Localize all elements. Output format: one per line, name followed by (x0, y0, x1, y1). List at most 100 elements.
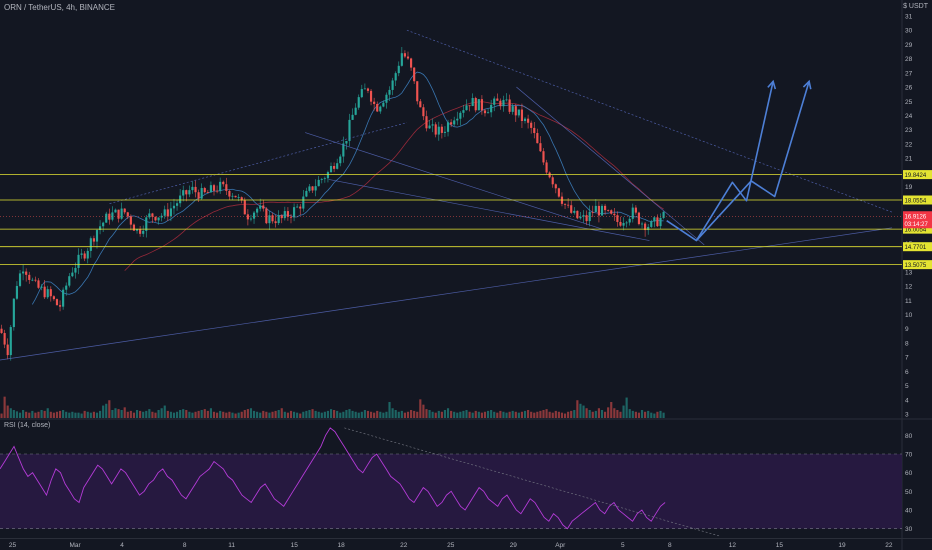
volume-bar (216, 412, 219, 418)
candle-body (46, 289, 49, 298)
volume-bar (545, 409, 548, 418)
volume-bar (80, 413, 83, 418)
volume-bar (465, 410, 468, 418)
volume-bar (437, 410, 440, 418)
volume-bar (326, 410, 330, 418)
volume-bar (354, 411, 357, 418)
candle-body (619, 221, 622, 226)
volume-bar (607, 407, 610, 418)
candle-body (274, 221, 277, 224)
volume-bar (296, 412, 299, 418)
volume-bar (292, 411, 296, 418)
volume-bar (419, 399, 422, 418)
candle-body (416, 81, 419, 102)
volume-bar (363, 410, 366, 418)
candle-body (22, 271, 25, 274)
candle-body (74, 267, 77, 273)
volume-bar (369, 411, 373, 418)
candle-body (542, 151, 545, 163)
volume-bar (163, 405, 166, 418)
candle-body (637, 212, 641, 225)
candle-body (354, 107, 357, 115)
candle-body (520, 109, 524, 122)
candle-body (628, 218, 631, 223)
candle-body (459, 112, 462, 119)
time-tick-label: 15 (776, 542, 784, 549)
candle-body (640, 223, 644, 225)
candle-body (111, 212, 114, 220)
price-tick-label: 5 (905, 383, 909, 390)
volume-bar (277, 410, 280, 418)
volume-bar (490, 410, 493, 418)
time-tick-label: 18 (338, 542, 346, 549)
volume-bar (160, 408, 163, 418)
candle-body (219, 181, 222, 192)
candle-body (25, 271, 28, 275)
volume-bar (71, 411, 74, 418)
candle-body (477, 99, 480, 111)
candle-body (289, 216, 293, 218)
volume-bar (508, 411, 511, 418)
candle-body (373, 101, 376, 104)
volume-bar (302, 411, 305, 418)
candle-body (360, 89, 363, 98)
rsi-title[interactable]: RSI (14, close) (4, 422, 51, 429)
price-tick-label: 21 (905, 156, 913, 163)
volume-bar (154, 412, 157, 418)
volume-bar (345, 410, 348, 418)
candle-body (600, 205, 604, 216)
volume-bar (634, 411, 637, 418)
rsi-tick-label: 40 (905, 508, 913, 515)
level-price-label: 14.7701 (905, 245, 927, 251)
price-tick-label: 23 (905, 127, 913, 134)
volume-bar (453, 411, 456, 418)
candle-body (468, 105, 471, 107)
candle-body (348, 119, 351, 141)
volume-bar (274, 410, 277, 418)
volume-bar (234, 413, 237, 418)
candle-body (212, 185, 216, 191)
volume-bar (523, 410, 527, 418)
candle-body (286, 211, 289, 217)
level-price-tag (903, 195, 932, 205)
symbol-title[interactable]: ORN / TetherUS, 4h, BINANCE (4, 3, 115, 12)
trendline (109, 122, 407, 204)
candle-body (523, 118, 527, 122)
volume-bar (533, 412, 536, 418)
volume-bar (0, 413, 3, 418)
candle-body (437, 126, 440, 135)
rsi-trendline (344, 427, 720, 537)
volume-bar (252, 410, 256, 418)
candle-body (237, 197, 240, 199)
volume-bar (446, 408, 450, 418)
candle-body (271, 215, 274, 222)
volume-bar (191, 412, 194, 418)
candle-body (662, 211, 665, 218)
volume-bar (511, 410, 514, 418)
candle-body (311, 186, 314, 191)
candle-body (579, 216, 582, 219)
volume-bar (323, 411, 326, 418)
volume-bar (459, 411, 462, 418)
candle-body (336, 163, 339, 169)
candle-body (644, 223, 647, 231)
volume-bar (34, 412, 37, 418)
volume-bar (382, 412, 385, 418)
volume-bar (388, 402, 391, 418)
level-price-tag (903, 224, 932, 234)
candle-body (653, 217, 656, 222)
volume-bar (320, 412, 323, 418)
volume-bar (132, 412, 136, 418)
candle-body (34, 279, 37, 281)
candle-body (259, 205, 262, 209)
candle-body (31, 279, 34, 281)
candle-body (508, 99, 511, 112)
candle-body (659, 217, 662, 227)
candle-body (517, 109, 520, 116)
volume-bar (329, 409, 333, 418)
candle-body (209, 185, 213, 193)
volume-bar (591, 411, 594, 418)
volume-bar (410, 410, 413, 418)
candle-body (656, 217, 659, 227)
